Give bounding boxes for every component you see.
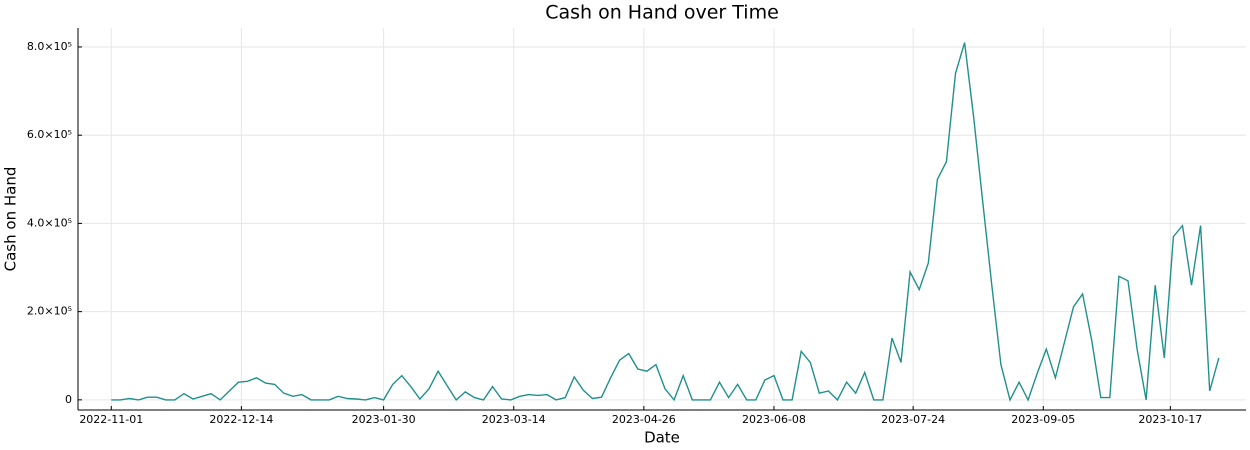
x-tick-label: 2023-06-08 xyxy=(742,413,806,426)
chart-title: Cash on Hand over Time xyxy=(545,2,779,24)
data-line xyxy=(111,42,1220,402)
y-axis-label: Cash on Hand xyxy=(2,167,20,272)
y-tick-label: 6.0×10⁵ xyxy=(27,128,72,141)
x-tick-label: 2022-12-14 xyxy=(209,413,273,426)
x-tick-label: 2022-11-01 xyxy=(79,413,143,426)
x-tick-label: 2023-01-30 xyxy=(352,413,416,426)
y-tick-label: 2.0×10⁵ xyxy=(27,305,72,318)
x-tick-label: 2023-10-17 xyxy=(1138,413,1202,426)
x-tick-label: 2023-07-24 xyxy=(881,413,945,426)
x-tick-label: 2023-03-14 xyxy=(482,413,546,426)
x-axis-label: Date xyxy=(644,429,680,447)
y-tick-label: 4.0×10⁵ xyxy=(27,216,72,229)
x-tick-label: 2023-09-05 xyxy=(1011,413,1075,426)
y-tick-label: 0 xyxy=(65,393,72,406)
x-tick-label: 2023-04-26 xyxy=(612,413,676,426)
y-tick-label: 8.0×10⁵ xyxy=(27,40,72,53)
